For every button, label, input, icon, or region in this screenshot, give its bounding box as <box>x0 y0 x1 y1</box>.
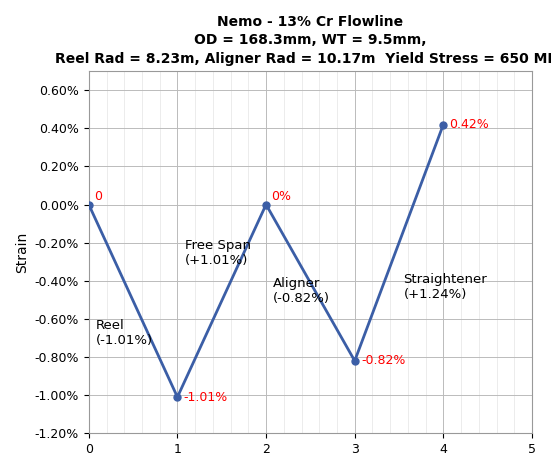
Text: Straightener
(+1.24%): Straightener (+1.24%) <box>403 273 487 301</box>
Y-axis label: Strain: Strain <box>15 232 29 273</box>
Text: -0.82%: -0.82% <box>361 354 406 367</box>
Text: Free Span
(+1.01%): Free Span (+1.01%) <box>185 239 251 267</box>
Text: 0.42%: 0.42% <box>450 118 489 131</box>
Title: Nemo - 13% Cr Flowline
OD = 168.3mm, WT = 9.5mm,
Reel Rad = 8.23m, Aligner Rad =: Nemo - 13% Cr Flowline OD = 168.3mm, WT … <box>55 15 551 66</box>
Text: Aligner
(-0.82%): Aligner (-0.82%) <box>273 277 330 305</box>
Text: 0%: 0% <box>272 190 291 203</box>
Text: Reel
(-1.01%): Reel (-1.01%) <box>96 319 153 347</box>
Text: -1.01%: -1.01% <box>183 390 228 404</box>
Text: 0: 0 <box>94 190 102 203</box>
